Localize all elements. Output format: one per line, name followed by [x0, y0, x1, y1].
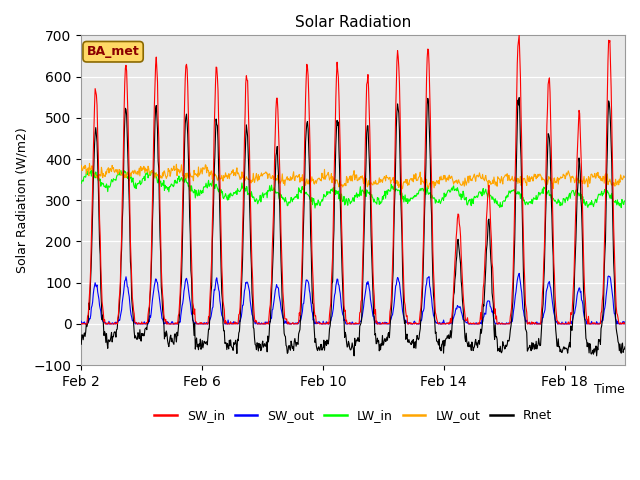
- Text: BA_met: BA_met: [86, 45, 140, 58]
- Legend: SW_in, SW_out, LW_in, LW_out, Rnet: SW_in, SW_out, LW_in, LW_out, Rnet: [149, 405, 557, 427]
- Text: Time: Time: [595, 384, 625, 396]
- Y-axis label: Solar Radiation (W/m2): Solar Radiation (W/m2): [15, 127, 28, 273]
- Title: Solar Radiation: Solar Radiation: [295, 15, 412, 30]
